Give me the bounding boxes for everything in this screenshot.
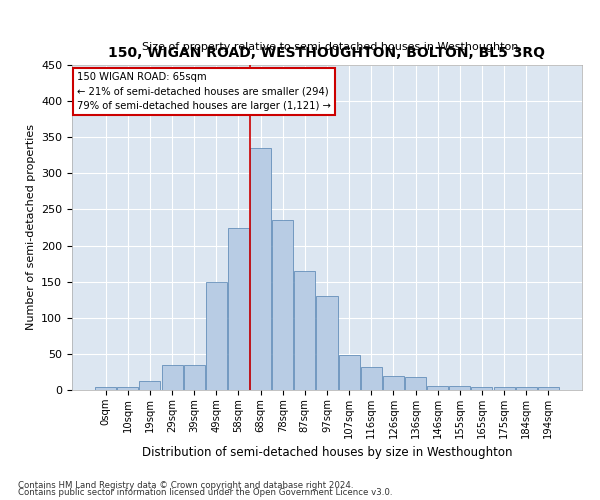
Bar bbox=[472, 387, 493, 390]
Bar bbox=[228, 228, 249, 390]
Bar bbox=[338, 356, 359, 390]
Bar bbox=[161, 364, 182, 390]
Bar bbox=[449, 386, 470, 390]
Text: 150 WIGAN ROAD: 65sqm
← 21% of semi-detached houses are smaller (294)
79% of sem: 150 WIGAN ROAD: 65sqm ← 21% of semi-deta… bbox=[77, 72, 331, 111]
Text: Contains HM Land Registry data © Crown copyright and database right 2024.: Contains HM Land Registry data © Crown c… bbox=[18, 480, 353, 490]
Bar bbox=[118, 387, 139, 390]
Bar bbox=[405, 377, 426, 390]
X-axis label: Distribution of semi-detached houses by size in Westhoughton: Distribution of semi-detached houses by … bbox=[142, 446, 512, 460]
Bar bbox=[95, 387, 116, 390]
Bar bbox=[139, 380, 160, 390]
Bar bbox=[184, 364, 205, 390]
Bar bbox=[316, 296, 338, 390]
Bar bbox=[538, 387, 559, 390]
Bar bbox=[361, 367, 382, 390]
Text: Size of property relative to semi-detached houses in Westhoughton: Size of property relative to semi-detach… bbox=[142, 42, 518, 52]
Bar bbox=[250, 148, 271, 390]
Bar bbox=[515, 387, 536, 390]
Text: Contains public sector information licensed under the Open Government Licence v3: Contains public sector information licen… bbox=[18, 488, 392, 497]
Bar bbox=[206, 282, 227, 390]
Y-axis label: Number of semi-detached properties: Number of semi-detached properties bbox=[26, 124, 35, 330]
Bar bbox=[295, 271, 316, 390]
Title: 150, WIGAN ROAD, WESTHOUGHTON, BOLTON, BL5 3RQ: 150, WIGAN ROAD, WESTHOUGHTON, BOLTON, B… bbox=[109, 46, 545, 60]
Bar bbox=[494, 387, 515, 390]
Bar bbox=[427, 386, 448, 390]
Bar bbox=[272, 220, 293, 390]
Bar bbox=[383, 376, 404, 390]
